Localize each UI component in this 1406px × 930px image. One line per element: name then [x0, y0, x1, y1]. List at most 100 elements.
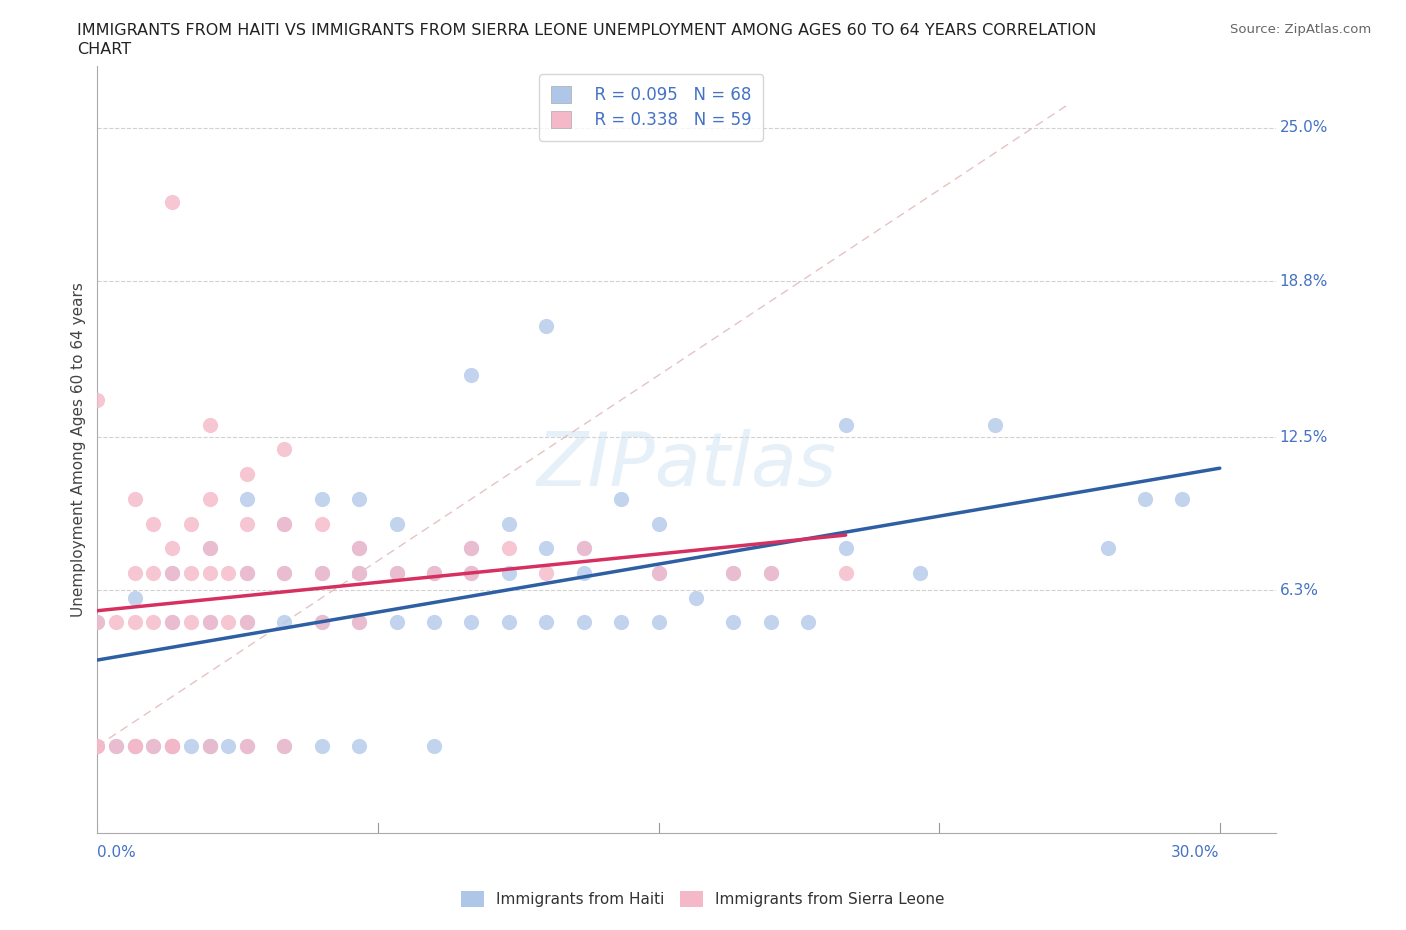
Point — [160, 565, 183, 580]
Point — [160, 541, 183, 556]
Point — [236, 738, 259, 753]
Point — [198, 738, 221, 753]
Point — [124, 591, 146, 605]
Point — [105, 738, 128, 753]
Point — [180, 615, 202, 630]
Point — [142, 615, 165, 630]
Point — [349, 541, 371, 556]
Point — [236, 615, 259, 630]
Point — [460, 565, 482, 580]
Point — [217, 615, 239, 630]
Point — [1133, 491, 1156, 506]
Point — [142, 738, 165, 753]
Point — [124, 491, 146, 506]
Point — [349, 615, 371, 630]
Point — [198, 738, 221, 753]
Point — [311, 615, 333, 630]
Point — [647, 615, 669, 630]
Point — [124, 565, 146, 580]
Point — [460, 367, 482, 382]
Point — [723, 565, 745, 580]
Point — [311, 491, 333, 506]
Point — [236, 491, 259, 506]
Point — [423, 565, 446, 580]
Point — [498, 565, 520, 580]
Y-axis label: Unemployment Among Ages 60 to 64 years: Unemployment Among Ages 60 to 64 years — [72, 282, 86, 617]
Point — [217, 738, 239, 753]
Point — [217, 565, 239, 580]
Point — [86, 392, 108, 407]
Point — [910, 565, 932, 580]
Point — [124, 738, 146, 753]
Point — [273, 516, 295, 531]
Point — [423, 565, 446, 580]
Point — [349, 491, 371, 506]
Text: CHART: CHART — [77, 42, 131, 57]
Point — [273, 565, 295, 580]
Point — [385, 565, 408, 580]
Point — [86, 738, 108, 753]
Point — [498, 615, 520, 630]
Point — [349, 738, 371, 753]
Point — [124, 738, 146, 753]
Point — [536, 318, 558, 333]
Point — [198, 418, 221, 432]
Point — [273, 565, 295, 580]
Point — [105, 615, 128, 630]
Point — [647, 516, 669, 531]
Point — [385, 565, 408, 580]
Point — [142, 738, 165, 753]
Point — [685, 591, 707, 605]
Text: 18.8%: 18.8% — [1279, 273, 1329, 288]
Point — [236, 565, 259, 580]
Point — [984, 418, 1007, 432]
Point — [198, 541, 221, 556]
Point — [273, 442, 295, 457]
Point — [198, 615, 221, 630]
Point — [180, 565, 202, 580]
Point — [236, 516, 259, 531]
Point — [86, 615, 108, 630]
Point — [759, 565, 782, 580]
Point — [124, 615, 146, 630]
Legend:   R = 0.095   N = 68,   R = 0.338   N = 59: R = 0.095 N = 68, R = 0.338 N = 59 — [538, 74, 763, 140]
Point — [198, 491, 221, 506]
Point — [460, 541, 482, 556]
Point — [142, 565, 165, 580]
Point — [647, 565, 669, 580]
Text: 0.0%: 0.0% — [97, 845, 136, 860]
Point — [460, 541, 482, 556]
Point — [572, 565, 595, 580]
Point — [349, 615, 371, 630]
Point — [86, 738, 108, 753]
Point — [572, 541, 595, 556]
Point — [86, 615, 108, 630]
Point — [723, 565, 745, 580]
Point — [349, 565, 371, 580]
Text: ZIPatlas: ZIPatlas — [537, 429, 837, 500]
Point — [460, 565, 482, 580]
Point — [498, 516, 520, 531]
Point — [198, 565, 221, 580]
Point — [160, 615, 183, 630]
Text: 6.3%: 6.3% — [1279, 583, 1319, 598]
Text: 30.0%: 30.0% — [1171, 845, 1220, 860]
Point — [349, 541, 371, 556]
Point — [311, 565, 333, 580]
Point — [124, 738, 146, 753]
Point — [160, 738, 183, 753]
Text: Source: ZipAtlas.com: Source: ZipAtlas.com — [1230, 23, 1371, 36]
Point — [160, 615, 183, 630]
Point — [311, 738, 333, 753]
Point — [273, 615, 295, 630]
Point — [572, 615, 595, 630]
Point — [536, 615, 558, 630]
Legend: Immigrants from Haiti, Immigrants from Sierra Leone: Immigrants from Haiti, Immigrants from S… — [456, 884, 950, 913]
Point — [311, 565, 333, 580]
Point — [236, 467, 259, 482]
Point — [759, 565, 782, 580]
Point — [180, 738, 202, 753]
Point — [1171, 491, 1194, 506]
Point — [160, 738, 183, 753]
Point — [610, 615, 633, 630]
